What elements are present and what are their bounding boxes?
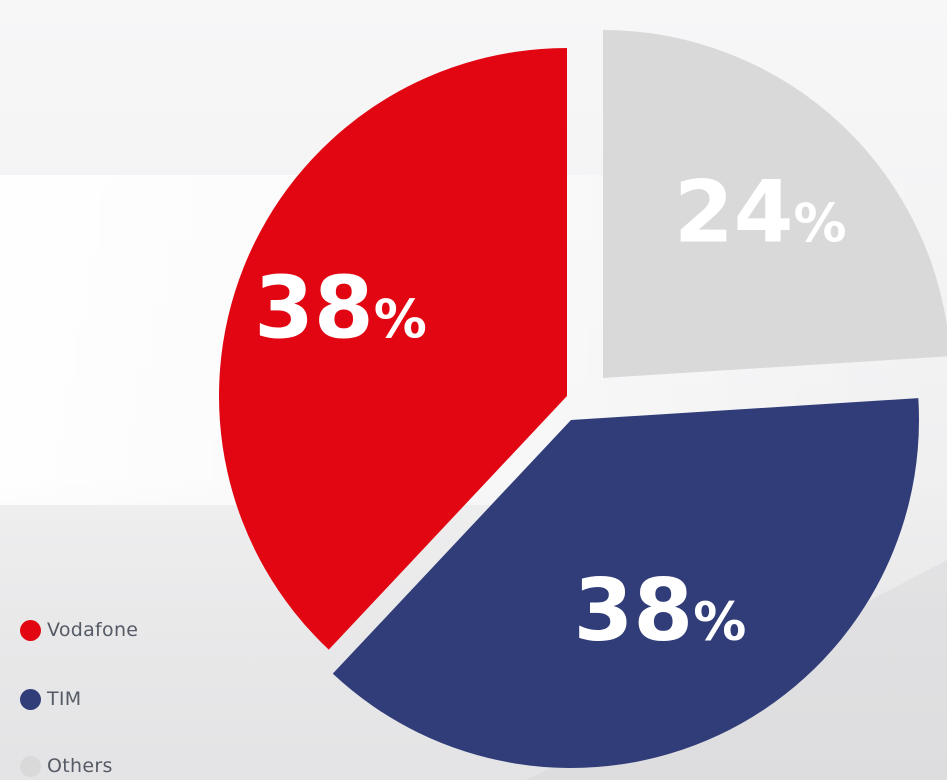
legend-swatch-tim [20,688,41,710]
legend-label-others: Others [47,755,113,777]
legend-item-tim: TIM [20,687,82,711]
legend-item-others: Others [20,754,113,778]
slice-label-others: 24% [674,163,847,263]
legend-swatch-vodafone [20,619,41,641]
slice-label-vodafone: 38% [254,258,427,358]
legend-item-vodafone: Vodafone [20,618,138,642]
pie-slices [218,30,947,769]
pie-slice-vodafone [218,48,567,650]
legend-swatch-others [20,755,41,777]
slice-label-tim: 38% [574,561,747,661]
legend-label-tim: TIM [47,688,82,710]
pie-slice-others [603,30,947,378]
pie-labels: 24% 38% 38% [254,163,847,661]
pie-slice-tim [332,398,920,769]
legend-label-vodafone: Vodafone [47,619,139,641]
